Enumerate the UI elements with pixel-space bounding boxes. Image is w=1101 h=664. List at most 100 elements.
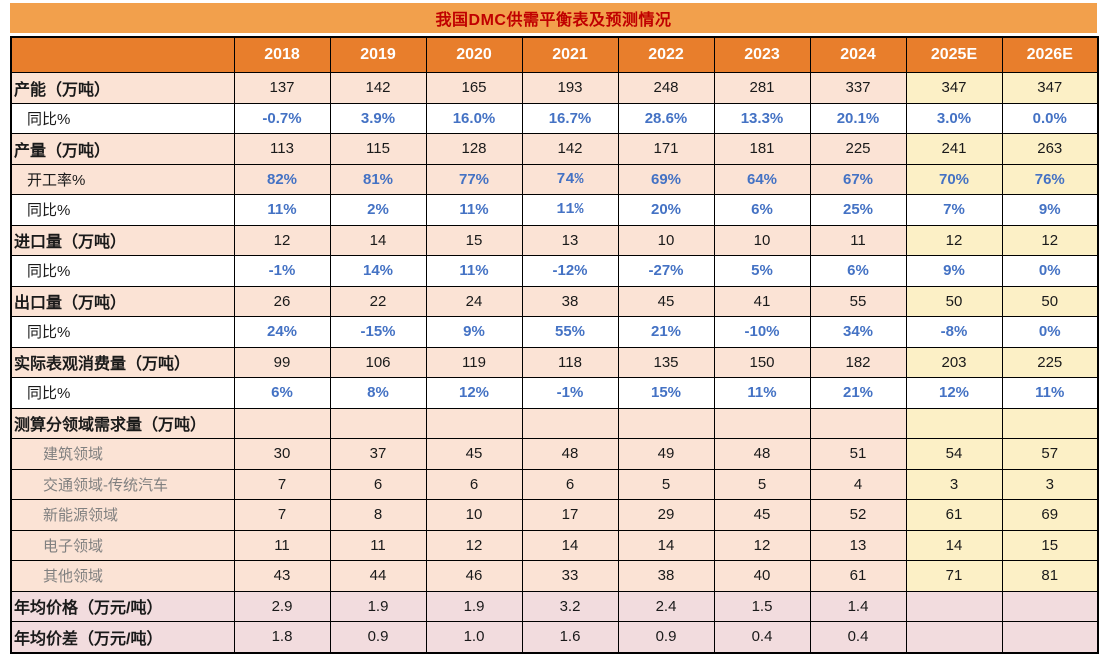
cell: 46 xyxy=(425,560,523,592)
cell: 29 xyxy=(617,499,715,531)
cell: 5% xyxy=(713,255,811,287)
cell: 50 xyxy=(1001,285,1099,317)
row-label: 测算分领域需求量（万吨） xyxy=(10,407,235,439)
cell: 6% xyxy=(233,377,331,409)
cell: 3.2 xyxy=(521,590,619,622)
cell: 1.9 xyxy=(425,590,523,622)
cell: 38 xyxy=(521,285,619,317)
cell: 142 xyxy=(329,72,427,104)
cell: 44 xyxy=(329,560,427,592)
row-label: 其他领域 xyxy=(10,560,235,592)
cell: 3.0% xyxy=(905,102,1003,134)
table-row: 同比% -1% 14% 11% -12% -27% 5% 6% 9% 0% xyxy=(10,255,1099,287)
dmc-supply-demand-table: 2018 2019 2020 2021 2022 2023 2024 2025E 2026E 产… xyxy=(10,36,1099,654)
table-row: 进口量（万吨） 12 14 15 13 10 10 11 12 12 xyxy=(10,224,1099,256)
row-label: 年均价差（万元/吨） xyxy=(10,621,235,653)
cell: 281 xyxy=(713,72,811,104)
table-row: 同比% 11% 2% 11% 11% 20% 6% 25% 7% 9% xyxy=(10,194,1099,226)
corner-header-cell xyxy=(10,36,235,73)
cell: 71 xyxy=(905,560,1003,592)
cell: 6% xyxy=(809,255,907,287)
table-row: 同比% 6% 8% 12% -1% 15% 11% 21% 12% 11% xyxy=(10,377,1099,409)
cell: 165 xyxy=(425,72,523,104)
cell: 14 xyxy=(521,529,619,561)
table-row: 实际表观消费量（万吨） 99 106 119 118 135 150 182 203 225 xyxy=(10,346,1099,378)
cell: 13 xyxy=(521,224,619,256)
cell: 16.7% xyxy=(521,102,619,134)
cell: 5 xyxy=(617,468,715,500)
cell: 45 xyxy=(425,438,523,470)
cell: 15 xyxy=(1001,529,1099,561)
cell: 14% xyxy=(329,255,427,287)
row-label: 电子领域 xyxy=(10,529,235,561)
cell: 106 xyxy=(329,346,427,378)
cell xyxy=(329,407,427,439)
cell xyxy=(905,590,1003,622)
cell: 21% xyxy=(617,316,715,348)
cell: 1.5 xyxy=(713,590,811,622)
table-row: 年均价差（万元/吨） 1.8 0.9 1.0 1.6 0.9 0.4 0.4 xyxy=(10,621,1099,653)
cell: 67% xyxy=(809,163,907,195)
header-row: 2018 2019 2020 2021 2022 2023 2024 2025E 2026E xyxy=(10,36,1099,73)
cell: 69 xyxy=(1001,499,1099,531)
row-label: 开工率% xyxy=(10,163,235,195)
cell: 10 xyxy=(617,224,715,256)
cell: 21% xyxy=(809,377,907,409)
cell: 193 xyxy=(521,72,619,104)
year-header-2024: 2024 xyxy=(809,36,907,73)
cell: 241 xyxy=(905,133,1003,165)
cell: 9% xyxy=(425,316,523,348)
cell: 37 xyxy=(329,438,427,470)
cell: 12% xyxy=(425,377,523,409)
cell xyxy=(233,407,331,439)
cell: 182 xyxy=(809,346,907,378)
cell: 57 xyxy=(1001,438,1099,470)
cell: 248 xyxy=(617,72,715,104)
cell: -10% xyxy=(713,316,811,348)
table-row: 产量（万吨） 113 115 128 142 171 181 225 241 263 xyxy=(10,133,1099,165)
cell: 263 xyxy=(1001,133,1099,165)
cell: 0% xyxy=(1001,316,1099,348)
table-header: 2018 2019 2020 2021 2022 2023 2024 2025E 2026E xyxy=(10,36,1099,73)
cell: 14 xyxy=(905,529,1003,561)
cell: 70% xyxy=(905,163,1003,195)
cell: 15% xyxy=(617,377,715,409)
cell: 28.6% xyxy=(617,102,715,134)
row-label: 同比% xyxy=(10,102,235,134)
cell: 15 xyxy=(425,224,523,256)
row-label: 进口量（万吨） xyxy=(10,224,235,256)
cell: 203 xyxy=(905,346,1003,378)
cell: 55 xyxy=(809,285,907,317)
cell: 6% xyxy=(713,194,811,226)
cell: 7 xyxy=(233,468,331,500)
cell: 40 xyxy=(713,560,811,592)
cell: -0.7% xyxy=(233,102,331,134)
table-row: 开工率% 82% 81% 77% 74% 69% 64% 67% 70% 76% xyxy=(10,163,1099,195)
cell: 50 xyxy=(905,285,1003,317)
cell: 12 xyxy=(1001,224,1099,256)
cell: 16.0% xyxy=(425,102,523,134)
cell: 48 xyxy=(521,438,619,470)
year-header-2018: 2018 xyxy=(233,36,331,73)
cell: 11 xyxy=(233,529,331,561)
cell: 7 xyxy=(233,499,331,531)
cell: 20.1% xyxy=(809,102,907,134)
cell: -15% xyxy=(329,316,427,348)
cell: 11 xyxy=(329,529,427,561)
table-row: 同比% 24% -15% 9% 55% 21% -10% 34% -8% 0% xyxy=(10,316,1099,348)
cell: -27% xyxy=(617,255,715,287)
cell: 0.9 xyxy=(329,621,427,653)
table-row: 出口量（万吨） 26 22 24 38 45 41 55 50 50 xyxy=(10,285,1099,317)
cell: 5 xyxy=(713,468,811,500)
cell: 9% xyxy=(905,255,1003,287)
cell: 11 xyxy=(809,224,907,256)
cell xyxy=(1001,590,1099,622)
cell: 77% xyxy=(425,163,523,195)
cell: 0.4 xyxy=(713,621,811,653)
table-row: 建筑领域 30 37 45 48 49 48 51 54 57 xyxy=(10,438,1099,470)
cell: 48 xyxy=(713,438,811,470)
cell: 7% xyxy=(905,194,1003,226)
cell: 135 xyxy=(617,346,715,378)
row-label: 实际表观消费量（万吨） xyxy=(10,346,235,378)
cell: 11% xyxy=(425,255,523,287)
